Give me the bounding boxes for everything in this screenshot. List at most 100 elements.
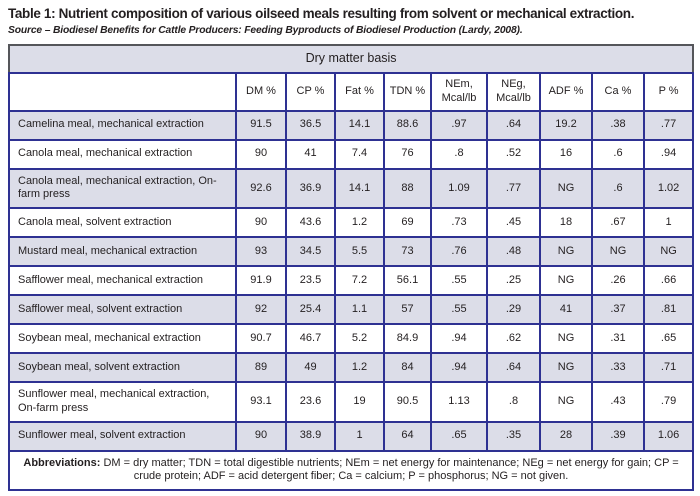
cell-value: .6: [591, 138, 645, 170]
cell-value: .71: [642, 352, 695, 384]
cell-value: .81: [642, 294, 695, 326]
cell-value: 16: [539, 138, 593, 170]
column-header-adf: ADF %: [539, 71, 593, 112]
column-header-fat: Fat %: [334, 71, 385, 112]
table-row: Mustard meal, mechanical extraction 93 34.…: [8, 236, 695, 268]
cell-value: .43: [591, 381, 645, 423]
cell-value: 84.9: [383, 323, 432, 355]
row-label-column-header: [8, 71, 237, 112]
table-row: Safflower meal, mechanical extraction 91.…: [8, 265, 695, 297]
row-label: Camelina meal, mechanical extraction: [8, 109, 237, 141]
table-row: Soybean meal, mechanical extraction 90.7 4…: [8, 323, 695, 355]
abbreviations-note: Abbreviations: DM = dry matter; TDN = to…: [7, 449, 695, 492]
table-row: Camelina meal, mechanical extraction 91.5…: [8, 109, 695, 141]
column-header-row: DM % CP % Fat % TDN % NEm, Mcal/lb NEg, Mcal/…: [8, 71, 695, 112]
cell-value: .66: [642, 265, 695, 297]
cell-value: 88.6: [383, 109, 432, 141]
table-source: Source – Biodiesel Benefits for Cattle P…: [8, 25, 523, 36]
cell-value: .97: [430, 109, 488, 141]
nutrient-composition-table: Dry matter basis DM % CP % Fat % TDN % NEm, …: [7, 44, 695, 492]
cell-value: .55: [430, 265, 488, 297]
cell-value: 89: [235, 352, 287, 384]
row-label: Safflower meal, solvent extraction: [8, 294, 237, 326]
cell-value: 19.2: [539, 109, 593, 141]
cell-value: 28: [539, 420, 593, 452]
column-header-tdn: TDN %: [383, 71, 432, 112]
cell-value: .77: [486, 167, 541, 210]
cell-value: .25: [486, 265, 541, 297]
cell-value: 41: [539, 294, 593, 326]
cell-value: NG: [539, 236, 593, 268]
cell-value: .8: [430, 138, 488, 170]
table-row: Safflower meal, solvent extraction 92 25.4…: [8, 294, 695, 326]
cell-value: .64: [486, 352, 541, 384]
cell-value: 57: [383, 294, 432, 326]
cell-value: .39: [591, 420, 645, 452]
cell-value: 1.13: [430, 381, 488, 423]
row-label: Sunflower meal, solvent extraction: [8, 420, 237, 452]
footnote-row: Abbreviations: DM = dry matter; TDN = to…: [7, 449, 695, 492]
cell-value: .35: [486, 420, 541, 452]
cell-value: 25.4: [285, 294, 336, 326]
group-header-dry-matter-basis: Dry matter basis: [7, 44, 695, 74]
cell-value: 1: [642, 207, 695, 239]
cell-value: 43.6: [285, 207, 336, 239]
cell-value: 36.9: [285, 167, 336, 210]
row-label: Mustard meal, mechanical extraction: [8, 236, 237, 268]
cell-value: .76: [430, 236, 488, 268]
cell-value: .65: [430, 420, 488, 452]
cell-value: 91.9: [235, 265, 287, 297]
cell-value: NG: [539, 323, 593, 355]
cell-value: .33: [591, 352, 645, 384]
column-header-cp: CP %: [285, 71, 336, 112]
cell-value: 90: [235, 207, 287, 239]
cell-value: .6: [591, 167, 645, 210]
cell-value: 90: [235, 138, 287, 170]
cell-value: 1: [334, 420, 385, 452]
cell-value: 90.5: [383, 381, 432, 423]
cell-value: NG: [591, 236, 645, 268]
cell-value: 93.1: [235, 381, 287, 423]
column-header-nem-mcal-lb: NEm, Mcal/lb: [430, 71, 488, 112]
cell-value: 46.7: [285, 323, 336, 355]
cell-value: 69: [383, 207, 432, 239]
cell-value: .65: [642, 323, 695, 355]
cell-value: .8: [486, 381, 541, 423]
column-header-neg-mcal-lb: NEg, Mcal/lb: [486, 71, 541, 112]
cell-value: 23.6: [285, 381, 336, 423]
cell-value: 14.1: [334, 167, 385, 210]
cell-value: .48: [486, 236, 541, 268]
cell-value: 19: [334, 381, 385, 423]
cell-value: 1.02: [642, 167, 695, 210]
cell-value: 1.06: [642, 420, 695, 452]
row-label: Soybean meal, mechanical extraction: [8, 323, 237, 355]
cell-value: 34.5: [285, 236, 336, 268]
cell-value: 23.5: [285, 265, 336, 297]
row-label: Sunflower meal, mechanical extraction, O…: [8, 381, 237, 423]
cell-value: 90: [235, 420, 287, 452]
cell-value: 76: [383, 138, 432, 170]
cell-value: 88: [383, 167, 432, 210]
cell-value: 90.7: [235, 323, 287, 355]
abbreviations-text: DM = dry matter; TDN = total digestible …: [103, 456, 679, 483]
cell-value: NG: [642, 236, 695, 268]
cell-value: 14.1: [334, 109, 385, 141]
cell-value: .94: [430, 323, 488, 355]
cell-value: NG: [539, 352, 593, 384]
row-label: Canola meal, mechanical extraction: [8, 138, 237, 170]
table-row: Sunflower meal, mechanical extraction, O…: [8, 381, 695, 423]
cell-value: .94: [642, 138, 695, 170]
cell-value: .26: [591, 265, 645, 297]
cell-value: .31: [591, 323, 645, 355]
cell-value: 92.6: [235, 167, 287, 210]
cell-value: 49: [285, 352, 336, 384]
cell-value: NG: [539, 167, 593, 210]
table-row: Sunflower meal, solvent extraction 90 38.9…: [8, 420, 695, 452]
cell-value: .55: [430, 294, 488, 326]
cell-value: .67: [591, 207, 645, 239]
abbreviations-label: Abbreviations:: [23, 456, 101, 469]
cell-value: 91.5: [235, 109, 287, 141]
cell-value: .73: [430, 207, 488, 239]
cell-value: 5.2: [334, 323, 385, 355]
